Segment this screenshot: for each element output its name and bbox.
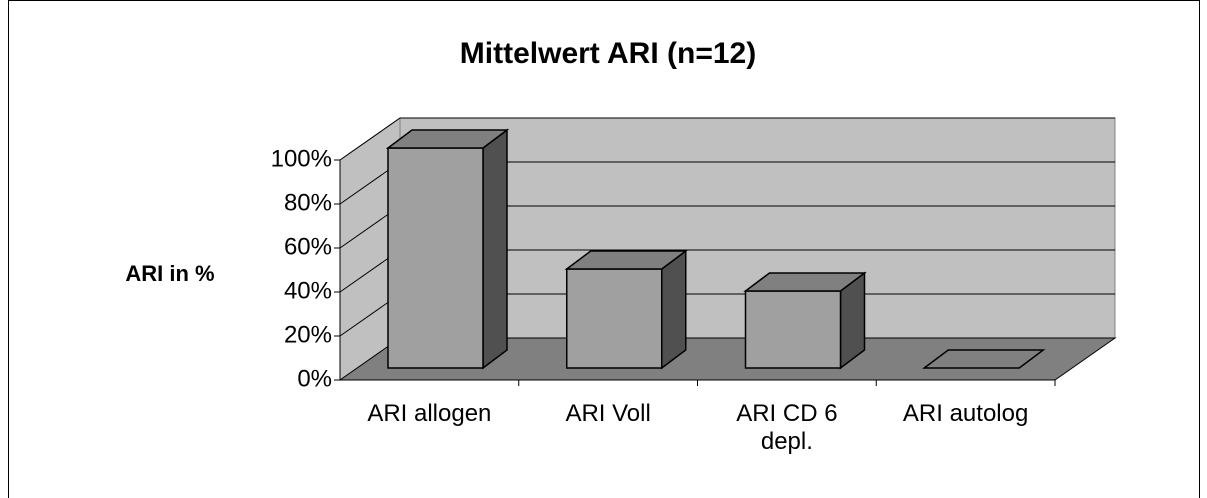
y-tick-label: 40% <box>284 277 332 304</box>
y-tick-label: 60% <box>284 233 332 260</box>
bar-top <box>564 250 688 270</box>
bar-top <box>922 349 1046 369</box>
bar-front <box>744 290 842 369</box>
x-tick-label: ARI CD 6 depl. <box>736 400 838 455</box>
x-tick-label: ARI allogen <box>367 400 492 427</box>
chart-title: Mittelwert ARI (n=12) <box>460 37 756 70</box>
bar-front <box>566 268 663 369</box>
bar <box>564 249 688 370</box>
bar <box>385 128 510 370</box>
bar <box>922 349 1046 369</box>
bar-top <box>743 272 867 292</box>
y-axis-label: ARI in % <box>125 261 214 286</box>
x-tick-label: ARI Voll <box>565 400 651 427</box>
bar-side <box>661 249 687 370</box>
y-tick-label: 80% <box>284 189 332 216</box>
bar-front <box>387 147 484 369</box>
y-tick-label: 0% <box>297 365 332 392</box>
x-tick-label: ARI autolog <box>902 400 1029 427</box>
bar-side <box>482 128 508 370</box>
y-tick-label: 100% <box>271 145 332 172</box>
y-tick-label: 20% <box>284 321 332 348</box>
bar-top <box>385 129 510 149</box>
grid-line <box>339 117 401 161</box>
bar <box>743 271 867 370</box>
